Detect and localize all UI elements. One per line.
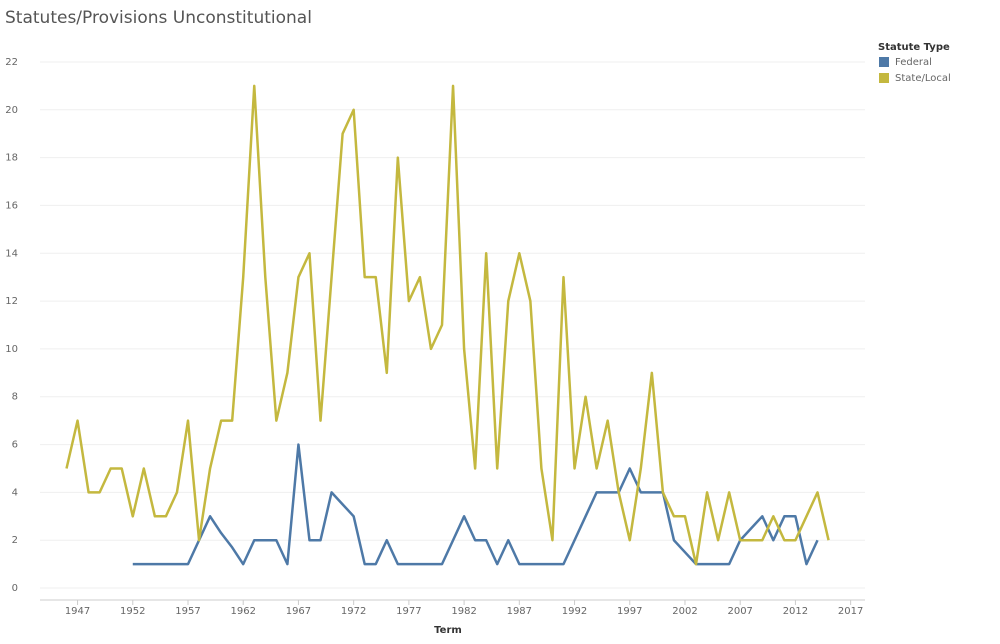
line (65, 84, 830, 566)
legend-swatch (879, 57, 889, 67)
legend-label: Federal (895, 57, 932, 68)
legend-swatch (879, 73, 889, 83)
y-tick-label: 8 (12, 392, 18, 403)
x-tick-label: 1987 (507, 606, 532, 617)
x-tick-label: 1997 (617, 606, 642, 617)
y-tick-label: 20 (5, 105, 18, 116)
x-axis-label: Term (434, 625, 462, 636)
x-tick-label: 1982 (451, 606, 476, 617)
x-tick-label: 1992 (562, 606, 587, 617)
x-tick-label: 2002 (672, 606, 697, 617)
y-tick-label: 12 (5, 296, 18, 307)
x-tick-label: 1967 (286, 606, 311, 617)
y-tick-label: 18 (5, 153, 18, 164)
y-tick-label: 22 (5, 57, 18, 68)
x-tick-label: 1947 (65, 606, 90, 617)
y-tick-label: 2 (12, 535, 18, 546)
y-tick-label: 14 (5, 248, 18, 259)
y-tick-label: 10 (5, 344, 18, 355)
y-tick-label: 4 (12, 487, 18, 498)
x-tick-label: 1957 (175, 606, 200, 617)
x-tick-label: 1972 (341, 606, 366, 617)
y-tick-label: 6 (12, 440, 18, 451)
line (132, 443, 819, 566)
legend-title: Statute Type (878, 42, 950, 53)
y-tick-label: 16 (5, 200, 18, 211)
x-tick-label: 2012 (783, 606, 808, 617)
chart-title: Statutes/Provisions Unconstitutional (5, 8, 312, 28)
legend-label: State/Local (895, 73, 951, 84)
x-tick-label: 2017 (838, 606, 863, 617)
x-tick-label: 2007 (727, 606, 752, 617)
x-tick-label: 1962 (230, 606, 255, 617)
x-tick-label: 1952 (120, 606, 145, 617)
y-tick-label: 0 (12, 583, 18, 594)
x-tick-label: 1977 (396, 606, 421, 617)
